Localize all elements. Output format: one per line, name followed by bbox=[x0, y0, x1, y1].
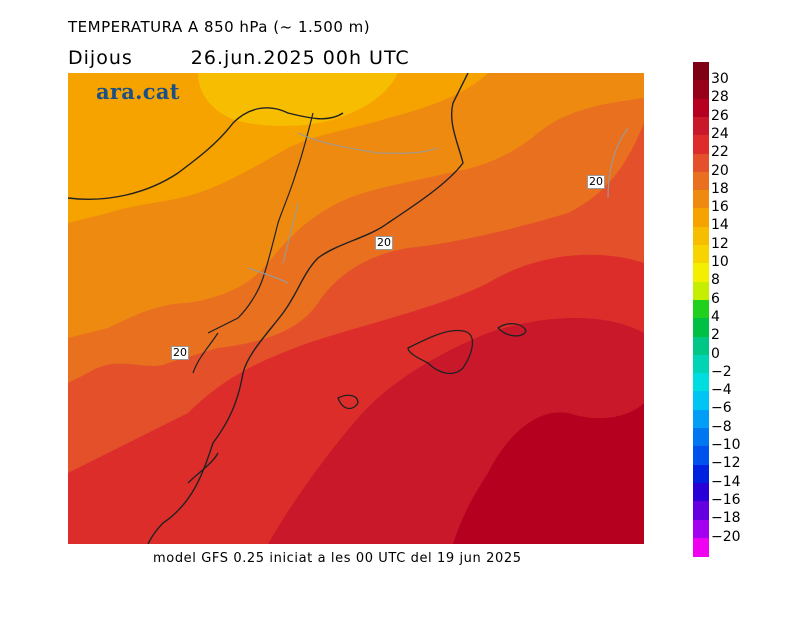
colorbar-segment bbox=[693, 153, 709, 173]
colorbar-segment bbox=[693, 537, 709, 557]
contour-label-east: 20 bbox=[587, 175, 605, 189]
colorbar-segment bbox=[693, 464, 709, 484]
temperature-map: 20 20 20 bbox=[68, 73, 644, 544]
colorbar-label: −12 bbox=[711, 455, 741, 472]
colorbar-label: 4 bbox=[711, 308, 720, 325]
colorbar-segment bbox=[693, 62, 709, 81]
colorbar-label: 20 bbox=[711, 162, 729, 179]
colorbar-label: 22 bbox=[711, 144, 729, 161]
aracat-logo[interactable]: ara.cat bbox=[96, 79, 180, 104]
colorbar-segment bbox=[693, 428, 709, 447]
colorbar-label: 24 bbox=[711, 125, 729, 142]
model-footer: model GFS 0.25 iniciat a les 00 UTC del … bbox=[153, 551, 522, 566]
colorbar-segment bbox=[693, 482, 709, 502]
colorbar-segment bbox=[693, 299, 709, 319]
colorbar-label: 14 bbox=[711, 217, 729, 234]
colorbar-segment bbox=[693, 190, 709, 209]
chart-title: TEMPERATURA A 850 hPa (~ 1.500 m) bbox=[68, 18, 371, 36]
colorbar-label: −8 bbox=[711, 418, 732, 435]
colorbar-label: 26 bbox=[711, 107, 729, 124]
day-label: Dijous bbox=[68, 47, 133, 69]
colorbar-label: 0 bbox=[711, 345, 720, 362]
colorbar-segment bbox=[693, 318, 709, 337]
colorbar-label: −10 bbox=[711, 437, 741, 453]
colorbar-label: 30 bbox=[711, 71, 729, 87]
colorbar-label: −18 bbox=[711, 510, 741, 527]
colorbar-label: 10 bbox=[711, 254, 729, 270]
country-borders bbox=[192, 112, 314, 374]
regional-boundaries bbox=[247, 127, 629, 284]
colorbar-label: −20 bbox=[711, 528, 741, 545]
colorbar-segment bbox=[693, 446, 709, 466]
valid-time: Dijous 26.jun.2025 00h UTC bbox=[68, 47, 410, 69]
colorbar-label: 12 bbox=[711, 235, 729, 252]
colorbar-label: 16 bbox=[711, 199, 729, 216]
colorbar-segment bbox=[693, 373, 709, 392]
colorbar-segment bbox=[693, 336, 709, 356]
contour-label-west: 20 bbox=[171, 346, 189, 360]
colorbar-segment bbox=[693, 80, 709, 100]
colorbar-label: −16 bbox=[711, 491, 741, 508]
colorbar-label: 18 bbox=[711, 180, 729, 197]
colorbar-label: 6 bbox=[711, 290, 720, 307]
colorbar-segment bbox=[693, 135, 709, 154]
colorbar-label: 28 bbox=[711, 89, 729, 106]
map-svg bbox=[68, 73, 644, 544]
colorbar-segment bbox=[693, 391, 709, 411]
colorbar bbox=[693, 62, 709, 557]
field-26-28 bbox=[453, 403, 644, 544]
colorbar-segment bbox=[693, 354, 709, 374]
coastlines bbox=[68, 73, 469, 544]
colorbar-label: 2 bbox=[711, 327, 720, 344]
colorbar-segment bbox=[693, 171, 709, 191]
colorbar-label: −6 bbox=[711, 400, 732, 417]
colorbar-segment bbox=[693, 409, 709, 429]
colorbar-segment bbox=[693, 501, 709, 520]
colorbar-segment bbox=[693, 116, 709, 136]
colorbar-label: −2 bbox=[711, 363, 732, 380]
colorbar-label: 8 bbox=[711, 272, 720, 289]
colorbar-label: −14 bbox=[711, 473, 741, 490]
colorbar-segment bbox=[693, 519, 709, 539]
field-14-16 bbox=[68, 73, 488, 223]
colorbar-segment bbox=[693, 263, 709, 283]
colorbar-segment bbox=[693, 208, 709, 228]
balearic-islands bbox=[337, 323, 527, 410]
colorbar-segment bbox=[693, 98, 709, 118]
contour-label-center: 20 bbox=[375, 236, 393, 250]
colorbar-label: −4 bbox=[711, 382, 732, 399]
colorbar-segment bbox=[693, 281, 709, 301]
colorbar-segment bbox=[693, 245, 709, 264]
colorbar-segment bbox=[693, 226, 709, 246]
date-label: 26.jun.2025 00h UTC bbox=[190, 47, 410, 69]
